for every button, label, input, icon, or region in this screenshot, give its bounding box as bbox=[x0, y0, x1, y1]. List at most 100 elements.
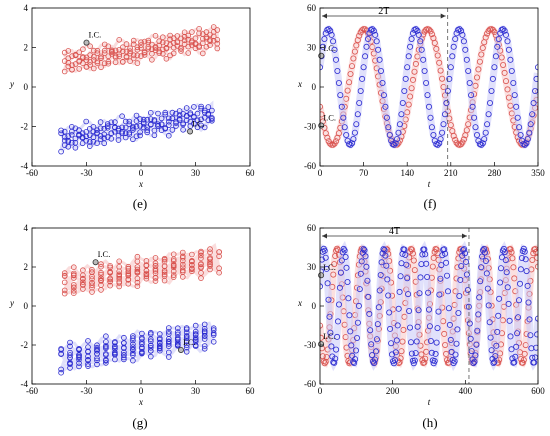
data-point bbox=[145, 37, 152, 44]
data-point bbox=[163, 55, 170, 62]
ic-label: I.C. bbox=[183, 337, 196, 347]
data-point bbox=[344, 278, 351, 285]
data-point bbox=[512, 353, 519, 360]
data-point bbox=[71, 270, 77, 277]
data-point bbox=[461, 250, 468, 257]
data-point bbox=[533, 75, 538, 82]
data-point bbox=[103, 333, 109, 340]
data-point bbox=[144, 129, 151, 136]
data-point bbox=[134, 60, 141, 66]
data-point bbox=[498, 254, 505, 261]
data-point bbox=[402, 251, 409, 258]
y-tick-label: 0 bbox=[24, 301, 29, 311]
data-point bbox=[451, 358, 458, 365]
data-point bbox=[126, 118, 133, 125]
data-point bbox=[455, 309, 462, 316]
x-tick-label: -30 bbox=[81, 168, 93, 178]
data-point bbox=[502, 78, 509, 85]
data-point bbox=[360, 245, 367, 252]
data-point bbox=[386, 131, 393, 138]
data-point bbox=[134, 44, 141, 51]
data-point bbox=[112, 47, 119, 54]
data-point bbox=[65, 133, 71, 139]
data-point bbox=[116, 271, 122, 278]
data-point bbox=[180, 261, 186, 268]
data-point bbox=[520, 141, 527, 148]
data-point bbox=[192, 322, 199, 329]
data-point bbox=[112, 343, 118, 350]
data-point bbox=[139, 330, 145, 337]
data-point bbox=[375, 304, 382, 311]
data-point bbox=[409, 76, 416, 83]
data-point bbox=[334, 245, 341, 252]
data-point bbox=[500, 26, 507, 33]
data-point bbox=[355, 302, 362, 309]
data-point bbox=[207, 249, 213, 256]
data-point bbox=[331, 46, 338, 53]
data-point bbox=[334, 318, 341, 325]
data-point bbox=[97, 125, 104, 131]
data-point bbox=[404, 64, 411, 71]
data-point bbox=[201, 345, 208, 352]
data-point bbox=[134, 52, 141, 59]
data-point bbox=[321, 247, 328, 254]
data-point bbox=[370, 360, 377, 367]
data-point bbox=[418, 46, 425, 53]
data-point bbox=[334, 333, 341, 340]
data-point bbox=[112, 345, 118, 352]
data-point bbox=[342, 253, 349, 260]
data-point bbox=[180, 257, 186, 264]
data-point bbox=[427, 28, 434, 35]
data-point bbox=[141, 49, 148, 56]
data-point bbox=[440, 121, 447, 128]
data-point bbox=[436, 140, 443, 147]
data-point bbox=[457, 276, 464, 283]
data-point bbox=[89, 289, 95, 295]
data-point bbox=[85, 361, 91, 367]
data-point bbox=[505, 46, 512, 53]
data-point bbox=[437, 275, 444, 282]
data-point bbox=[335, 80, 342, 87]
data-point bbox=[173, 110, 179, 117]
data-point bbox=[201, 109, 208, 116]
data-point bbox=[332, 355, 339, 362]
data-point bbox=[138, 45, 144, 51]
data-point bbox=[121, 352, 127, 358]
data-point bbox=[134, 264, 141, 270]
data-point bbox=[207, 256, 213, 262]
data-point bbox=[476, 294, 483, 301]
data-point bbox=[130, 136, 136, 143]
y-tick-label: -60 bbox=[304, 379, 316, 389]
data-point bbox=[69, 53, 75, 59]
data-point bbox=[327, 329, 334, 336]
data-point bbox=[421, 359, 428, 366]
data-point bbox=[385, 124, 392, 131]
data-point bbox=[447, 336, 454, 343]
data-point bbox=[201, 107, 208, 114]
data-point bbox=[363, 263, 370, 270]
data-point bbox=[492, 353, 499, 360]
x-tick-label: 140 bbox=[400, 168, 414, 178]
data-point bbox=[112, 54, 119, 61]
data-point bbox=[169, 115, 176, 121]
data-point bbox=[457, 27, 464, 34]
data-point bbox=[412, 60, 419, 67]
data-point bbox=[80, 54, 86, 60]
period-arrow-head-right bbox=[461, 233, 467, 239]
data-point bbox=[148, 348, 154, 354]
data-point bbox=[166, 325, 172, 331]
data-point bbox=[445, 305, 452, 312]
data-point bbox=[407, 339, 414, 346]
data-point bbox=[183, 117, 190, 123]
data-point bbox=[473, 341, 480, 348]
data-point bbox=[152, 278, 159, 284]
data-point bbox=[328, 343, 335, 350]
data-point bbox=[130, 350, 136, 357]
data-point bbox=[388, 340, 395, 347]
data-point bbox=[76, 346, 82, 353]
data-point bbox=[61, 279, 68, 286]
data-point bbox=[436, 59, 443, 66]
data-point bbox=[484, 121, 491, 128]
data-point bbox=[357, 270, 364, 277]
data-point bbox=[366, 310, 373, 317]
